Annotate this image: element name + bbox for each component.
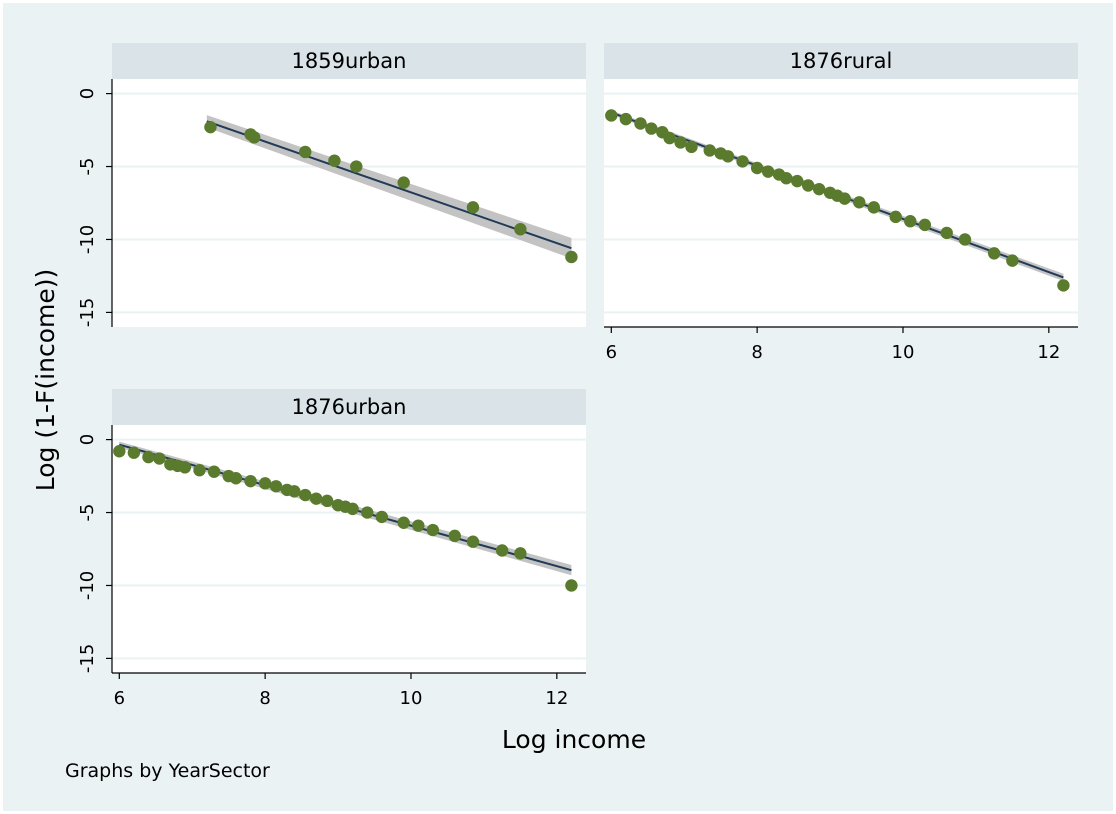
panel-0-data-point <box>204 120 217 134</box>
panel-2-data-point <box>207 465 221 478</box>
panel-2-data-point <box>258 477 272 490</box>
panel-0-data-point <box>514 223 527 236</box>
panel-2-y-tick-label: -5 <box>77 504 98 522</box>
panel-2-x-tick-label: 10 <box>400 688 423 709</box>
panel-1-data-point <box>645 122 658 135</box>
panel-2-data-point <box>397 516 410 529</box>
panel-1-data-point <box>674 136 687 149</box>
panel-1-data-point <box>853 196 866 209</box>
panel-2-data-point <box>565 579 578 592</box>
panel-1-data-point <box>780 172 793 185</box>
panel-0-ci-band <box>206 115 572 259</box>
panel-0-title: 1859urban <box>292 49 407 73</box>
panel-0-plot-area <box>112 79 586 327</box>
panel-0-y-tick-label: -10 <box>77 225 98 254</box>
panel-1-data-point <box>889 210 902 224</box>
panel-0-y-tick-label: -5 <box>77 158 98 176</box>
panel-0-data-point <box>328 154 341 167</box>
panel-1-x-tick-label: 12 <box>1037 342 1060 363</box>
panel-2-data-point <box>375 510 389 524</box>
panel-0-y-tick-label: -15 <box>77 298 98 327</box>
x-axis-label: Log income <box>502 725 646 754</box>
panel-2-data-point <box>320 494 334 508</box>
panel-2-data-point <box>514 547 527 560</box>
panel-0-data-point <box>565 250 578 264</box>
panel-0-data-point <box>299 145 312 159</box>
panel-1-data-point <box>987 247 1001 260</box>
panel-2-data-point <box>299 488 312 502</box>
panel-2-data-point <box>426 523 440 537</box>
panel-0-data-point <box>466 201 480 214</box>
panel-2-data-point <box>229 472 243 485</box>
panel-2-y-tick-label: -15 <box>77 644 98 673</box>
panel-1-data-point <box>761 165 775 178</box>
panel-2-y-tick-label: 0 <box>77 434 98 445</box>
panel-1-data-point <box>812 182 826 196</box>
panel-1-data-point <box>904 215 917 228</box>
panel-0-data-point <box>248 131 261 144</box>
panel-1-data-point <box>918 218 932 232</box>
panel-1-x-tick-label: 8 <box>751 342 762 363</box>
panel-2-data-point <box>178 461 192 474</box>
panel-0: 1859urban 0 -5 -10 -15 <box>77 43 586 327</box>
panel-2-data-point <box>269 480 283 493</box>
panel-2-data-point <box>495 544 509 557</box>
panel-1-data-point <box>736 155 749 168</box>
panel-1-data-point <box>940 226 953 240</box>
panel-1: 1876rural 6 8 10 12 <box>604 43 1078 363</box>
panel-0-fit-line <box>206 120 572 250</box>
panel-2-x-tick-label: 12 <box>545 688 568 709</box>
panel-1-data-point <box>838 192 851 205</box>
panel-2-data-point <box>412 519 425 532</box>
panel-2-data-point <box>288 485 301 498</box>
panel-2-x-tick-label: 6 <box>114 688 125 709</box>
panel-1-data-point <box>663 131 676 145</box>
panel-2-data-point <box>361 506 374 519</box>
panel-1-x-tick-label: 10 <box>892 342 915 363</box>
panel-2-data-point <box>244 474 257 488</box>
panel-2-data-point <box>346 502 359 516</box>
panel-1-data-point <box>791 174 804 188</box>
panel-2-data-point <box>309 492 323 505</box>
panel-1-data-point <box>1057 279 1070 292</box>
panel-1-data-point <box>685 140 698 154</box>
panel-0-data-point <box>397 176 410 189</box>
panel-1-x-tick-label: 6 <box>606 342 617 363</box>
panel-1-data-point <box>605 109 618 122</box>
panel-1-header <box>604 43 1078 79</box>
panel-2-data-point <box>466 535 480 548</box>
panel-1-title: 1876rural <box>790 49 893 73</box>
panel-2-data-point <box>193 464 206 477</box>
panel-2-y-tick-label: -10 <box>77 571 98 600</box>
panel-1-data-point <box>721 150 735 163</box>
panel-1-data-point <box>958 233 972 246</box>
panel-2-data-point <box>142 450 155 464</box>
panel-2-data-point <box>448 529 461 543</box>
y-axis-label: Log (1-F(income)) <box>31 269 60 492</box>
panel-1-data-point <box>634 117 647 130</box>
panel-2-title: 1876urban <box>292 395 407 419</box>
panel-1-data-point <box>703 144 716 157</box>
panel-2-x-tick-label: 8 <box>259 688 270 709</box>
graphs-by-note: Graphs by YearSector <box>65 760 270 782</box>
panel-2-header <box>112 389 586 425</box>
panel-1-data-point <box>619 112 633 126</box>
panel-1-data-point <box>750 161 764 175</box>
panel-1-data-point <box>801 179 815 192</box>
panel-2-data-point <box>113 445 126 458</box>
panel-0-y-tick-label: 0 <box>77 88 98 99</box>
panel-1-data-point <box>867 201 881 214</box>
panel-2-data-point <box>127 446 141 459</box>
panel-2-data-point <box>153 452 166 465</box>
panel-2: 1876urban 0 -5 -10 -15 6 8 10 12 <box>77 389 586 709</box>
panel-1-data-point <box>1006 254 1019 267</box>
panel-0-data-point <box>350 160 363 173</box>
panel-0-header <box>112 43 586 79</box>
